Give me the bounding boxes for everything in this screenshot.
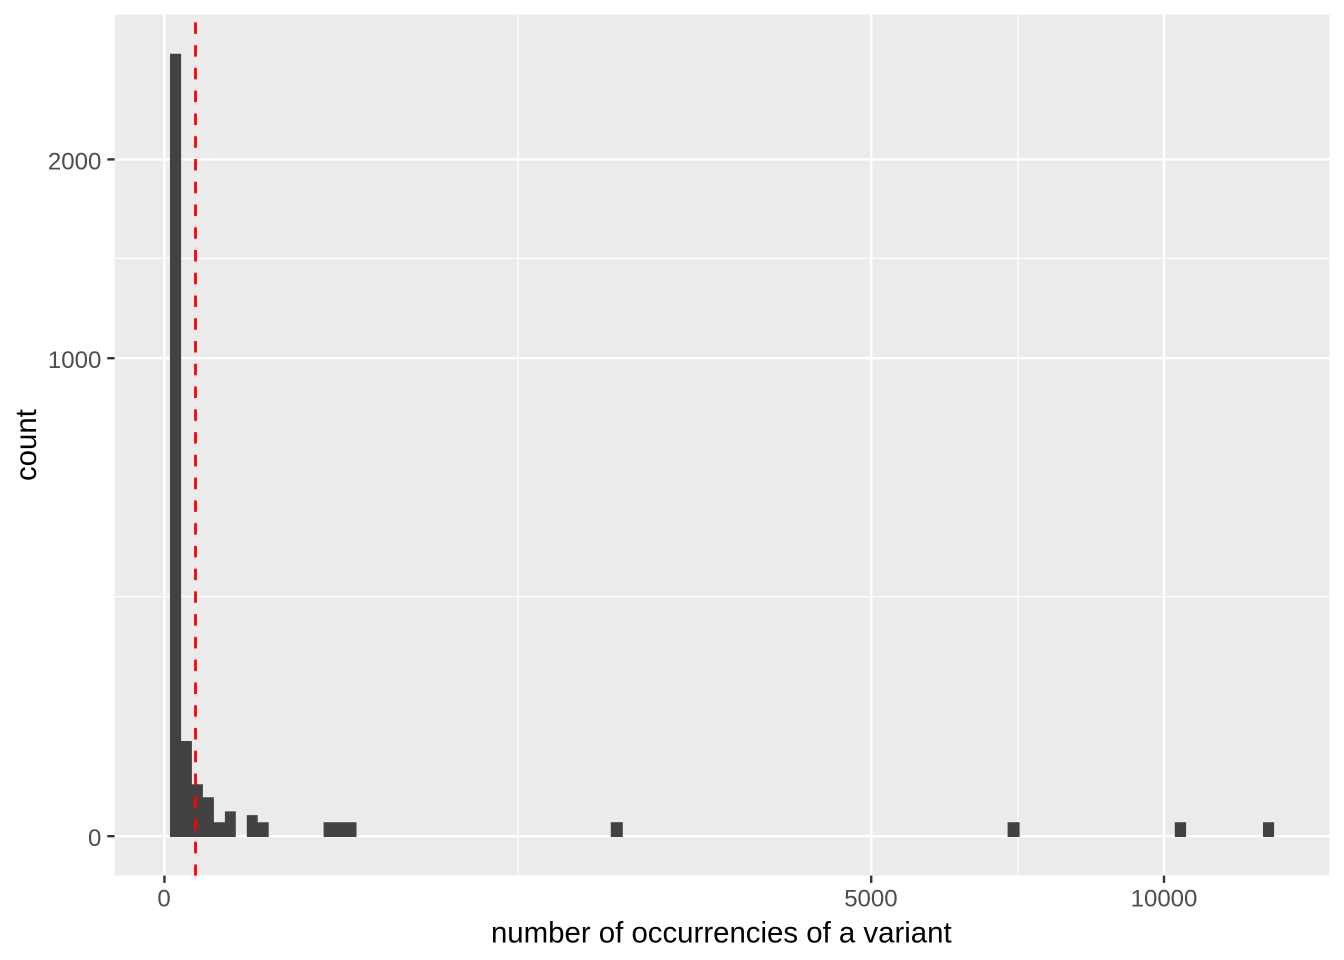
svg-text:0: 0 xyxy=(157,885,170,912)
svg-text:1000: 1000 xyxy=(48,347,101,374)
svg-text:number of occurrencies of a va: number of occurrencies of a variant xyxy=(491,916,952,949)
svg-text:10000: 10000 xyxy=(1131,885,1198,912)
svg-text:0: 0 xyxy=(88,825,101,852)
svg-text:count: count xyxy=(10,409,43,481)
svg-text:2000: 2000 xyxy=(48,148,101,175)
svg-text:5000: 5000 xyxy=(844,885,897,912)
